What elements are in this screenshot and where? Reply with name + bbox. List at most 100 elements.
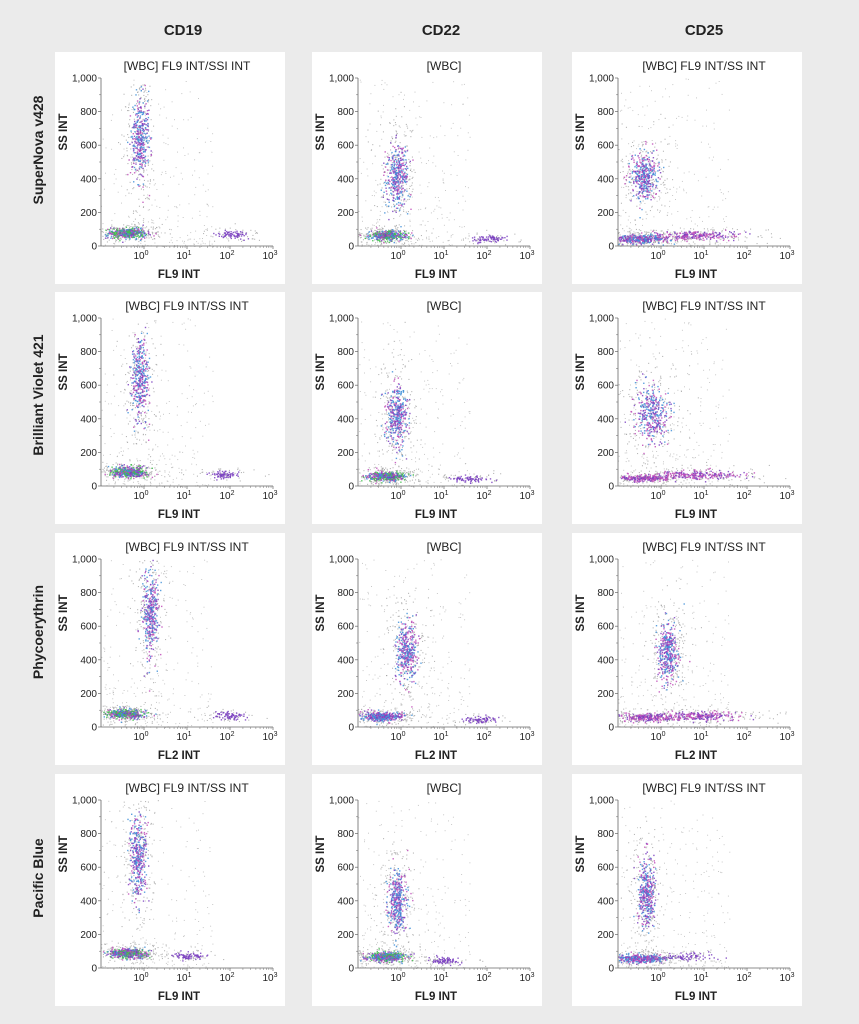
data-point [150, 138, 152, 140]
data-point [636, 180, 638, 182]
data-point [412, 159, 414, 161]
data-point [400, 169, 403, 171]
data-point [385, 229, 387, 232]
data-point [373, 232, 376, 235]
data-point [699, 233, 701, 236]
data-point [400, 159, 402, 162]
data-point [147, 194, 149, 196]
data-point [643, 156, 646, 159]
data-point [125, 174, 127, 176]
data-point [130, 148, 132, 150]
data-point [138, 103, 140, 105]
data-point [382, 168, 384, 170]
data-point [147, 101, 149, 103]
data-point [395, 178, 397, 180]
data-point [152, 151, 154, 153]
data-point [412, 234, 414, 237]
data-point [623, 239, 625, 241]
data-point [113, 237, 116, 239]
data-point [115, 169, 117, 170]
data-point [123, 236, 126, 238]
data-point [399, 167, 401, 169]
data-point [738, 239, 740, 241]
data-point [396, 166, 398, 169]
data-point [178, 183, 180, 185]
data-point [395, 115, 397, 117]
data-point [404, 235, 406, 237]
data-point [649, 85, 650, 87]
data-point [398, 236, 400, 238]
data-point [389, 169, 391, 171]
data-point [406, 190, 408, 192]
data-point [391, 230, 394, 232]
data-point [119, 233, 121, 235]
data-point [376, 238, 378, 240]
data-point [393, 237, 395, 239]
data-point [116, 234, 118, 236]
data-point [134, 145, 136, 148]
data-point [142, 161, 144, 164]
data-point [399, 170, 401, 172]
data-point [359, 237, 361, 239]
data-point [647, 237, 650, 239]
data-point [646, 236, 648, 239]
y-tick-label: 0 [608, 242, 614, 253]
data-point [122, 241, 124, 243]
data-point [620, 239, 622, 242]
data-point [143, 184, 145, 186]
data-point [211, 226, 213, 228]
data-point [114, 233, 116, 235]
data-point [643, 176, 645, 178]
data-point [376, 222, 377, 224]
data-point [660, 168, 662, 170]
data-point [134, 132, 136, 134]
data-point [379, 183, 381, 185]
data-point [668, 234, 670, 236]
data-point [380, 117, 382, 119]
data-point [409, 179, 411, 181]
data-point [396, 195, 398, 197]
data-point [663, 231, 665, 233]
data-point [115, 235, 117, 237]
data-point [392, 199, 394, 201]
data-point [143, 218, 145, 220]
data-point [647, 177, 649, 179]
data-point [187, 119, 189, 121]
data-point [383, 88, 385, 90]
data-point [119, 143, 121, 145]
data-point [141, 175, 144, 177]
data-point [118, 241, 120, 243]
data-point [242, 239, 244, 241]
data-point [379, 233, 382, 236]
data-point [404, 150, 406, 152]
data-point [680, 235, 682, 237]
data-point [405, 230, 407, 232]
data-point [654, 234, 656, 237]
data-point [639, 200, 642, 203]
data-point [139, 130, 142, 133]
data-point [406, 165, 408, 168]
data-point [388, 205, 390, 207]
data-point [448, 219, 450, 221]
data-point [699, 236, 701, 238]
data-point [638, 191, 641, 193]
data-point [766, 242, 768, 244]
data-point [146, 119, 149, 121]
data-point [215, 234, 217, 236]
y-tick-label: 800 [597, 107, 614, 118]
data-point [386, 193, 388, 195]
data-point [643, 187, 645, 189]
data-point [627, 107, 629, 109]
data-point [140, 188, 142, 190]
data-point [112, 233, 114, 235]
plot-panel: [WBC] FL9 INT/SS INT 0 200 400 600 800 1,000 10… [55, 292, 285, 524]
data-point [369, 235, 372, 238]
data-point [380, 124, 382, 126]
data-point [115, 241, 117, 243]
data-point [180, 172, 182, 174]
data-point [134, 120, 136, 123]
data-point [690, 216, 692, 218]
y-tick-label: 400 [597, 174, 614, 185]
data-point [117, 229, 119, 232]
data-point [629, 182, 631, 184]
